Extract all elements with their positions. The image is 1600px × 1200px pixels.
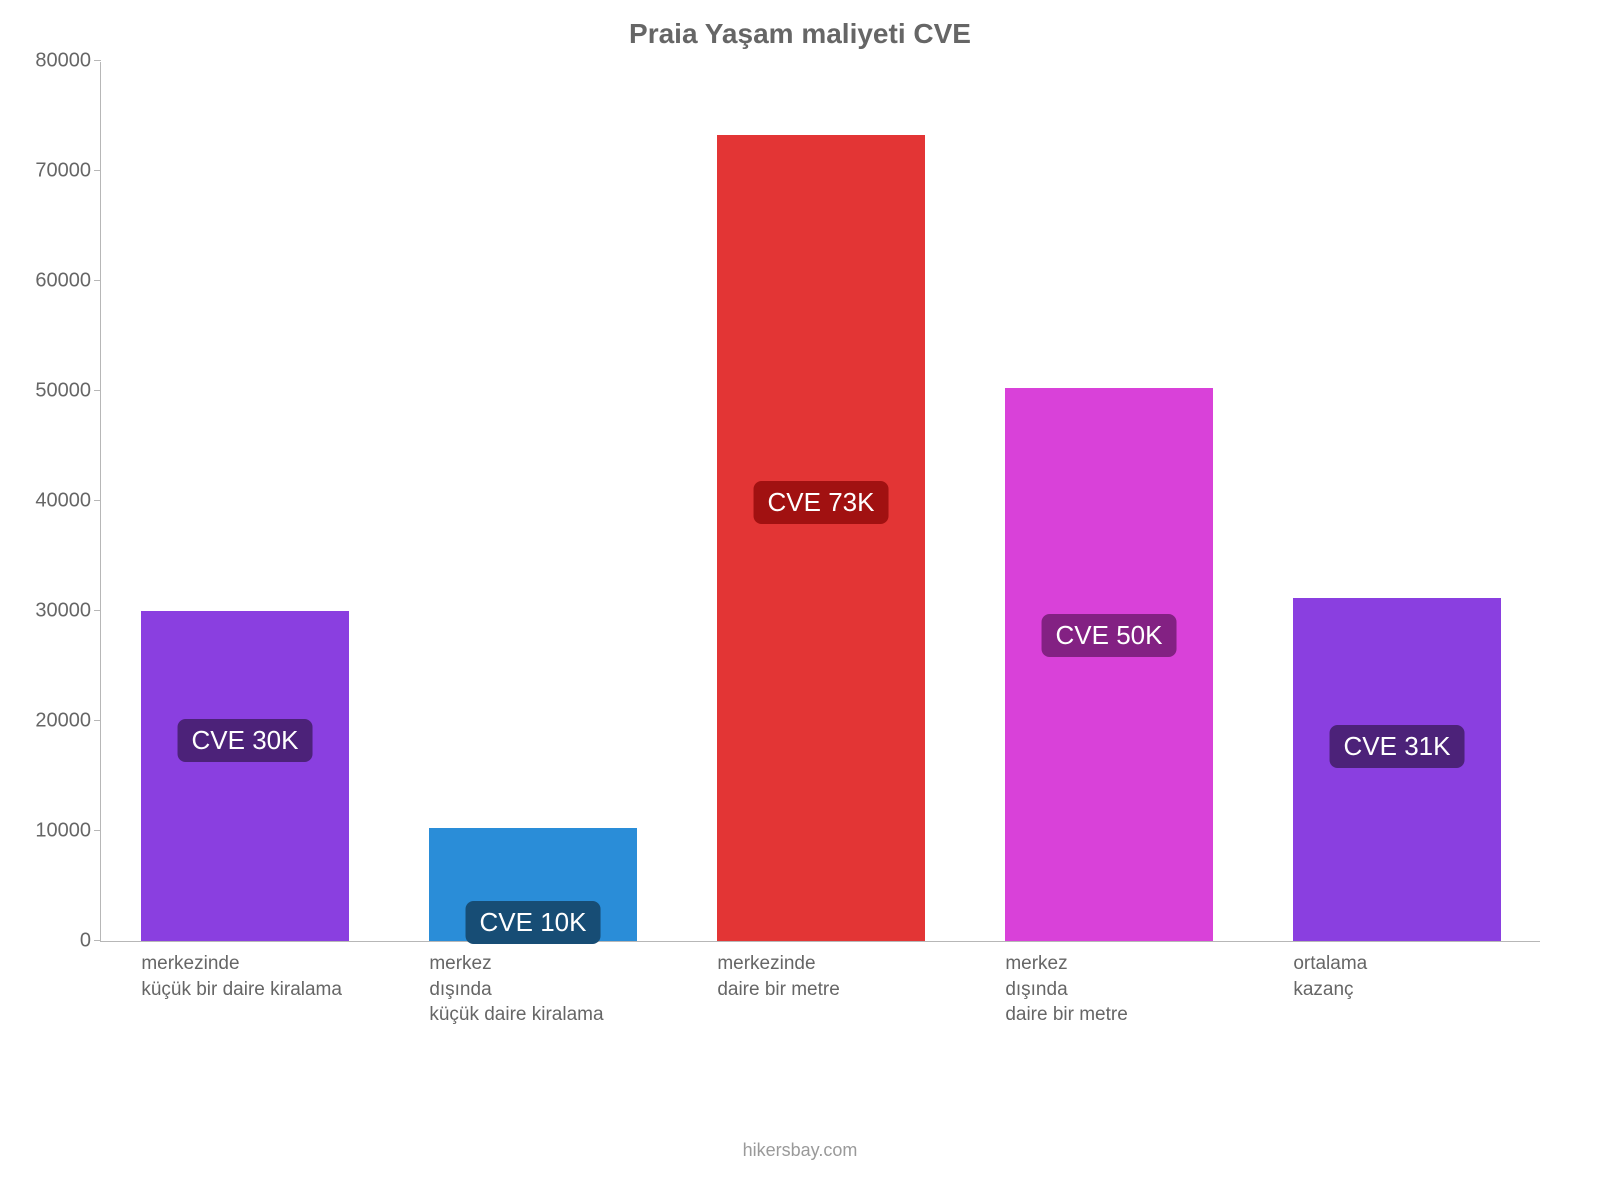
- y-tick-mark: [94, 170, 101, 171]
- bar: CVE 31K: [1293, 598, 1500, 941]
- x-tick-label: merkez dışında küçük daire kiralama: [429, 941, 703, 1028]
- chart-title: Praia Yaşam maliyeti CVE: [0, 18, 1600, 50]
- x-tick-label: merkez dışında daire bir metre: [1005, 941, 1279, 1028]
- y-tick-label: 0: [80, 930, 101, 953]
- x-tick-label: merkezinde daire bir metre: [717, 941, 991, 1002]
- y-tick-mark: [94, 60, 101, 61]
- attribution-text: hikersbay.com: [0, 1140, 1600, 1161]
- bar-value-badge: CVE 30K: [178, 719, 313, 762]
- y-tick-label: 30000: [35, 600, 101, 623]
- x-tick-label: ortalama kazanç: [1293, 941, 1567, 1002]
- bar: CVE 73K: [717, 135, 924, 941]
- y-tick-mark: [94, 610, 101, 611]
- bar-value-badge: CVE 10K: [466, 901, 601, 944]
- bar-value-badge: CVE 73K: [754, 481, 889, 524]
- y-tick-mark: [94, 940, 101, 941]
- plot-area: 0100002000030000400005000060000700008000…: [100, 62, 1540, 942]
- y-tick-mark: [94, 390, 101, 391]
- y-tick-mark: [94, 720, 101, 721]
- y-tick-label: 20000: [35, 710, 101, 733]
- bar: CVE 50K: [1005, 388, 1212, 941]
- y-tick-label: 60000: [35, 270, 101, 293]
- y-tick-label: 50000: [35, 380, 101, 403]
- bar: CVE 10K: [429, 828, 636, 941]
- bar-value-badge: CVE 50K: [1042, 614, 1177, 657]
- y-tick-label: 10000: [35, 820, 101, 843]
- y-tick-label: 70000: [35, 160, 101, 183]
- y-tick-label: 80000: [35, 50, 101, 73]
- y-tick-label: 40000: [35, 490, 101, 513]
- y-tick-mark: [94, 500, 101, 501]
- x-tick-label: merkezinde küçük bir daire kiralama: [141, 941, 415, 1002]
- cost-of-living-chart: Praia Yaşam maliyeti CVE 010000200003000…: [0, 0, 1600, 1200]
- y-tick-mark: [94, 280, 101, 281]
- y-tick-mark: [94, 830, 101, 831]
- bar: CVE 30K: [141, 611, 348, 941]
- bar-value-badge: CVE 31K: [1330, 725, 1465, 768]
